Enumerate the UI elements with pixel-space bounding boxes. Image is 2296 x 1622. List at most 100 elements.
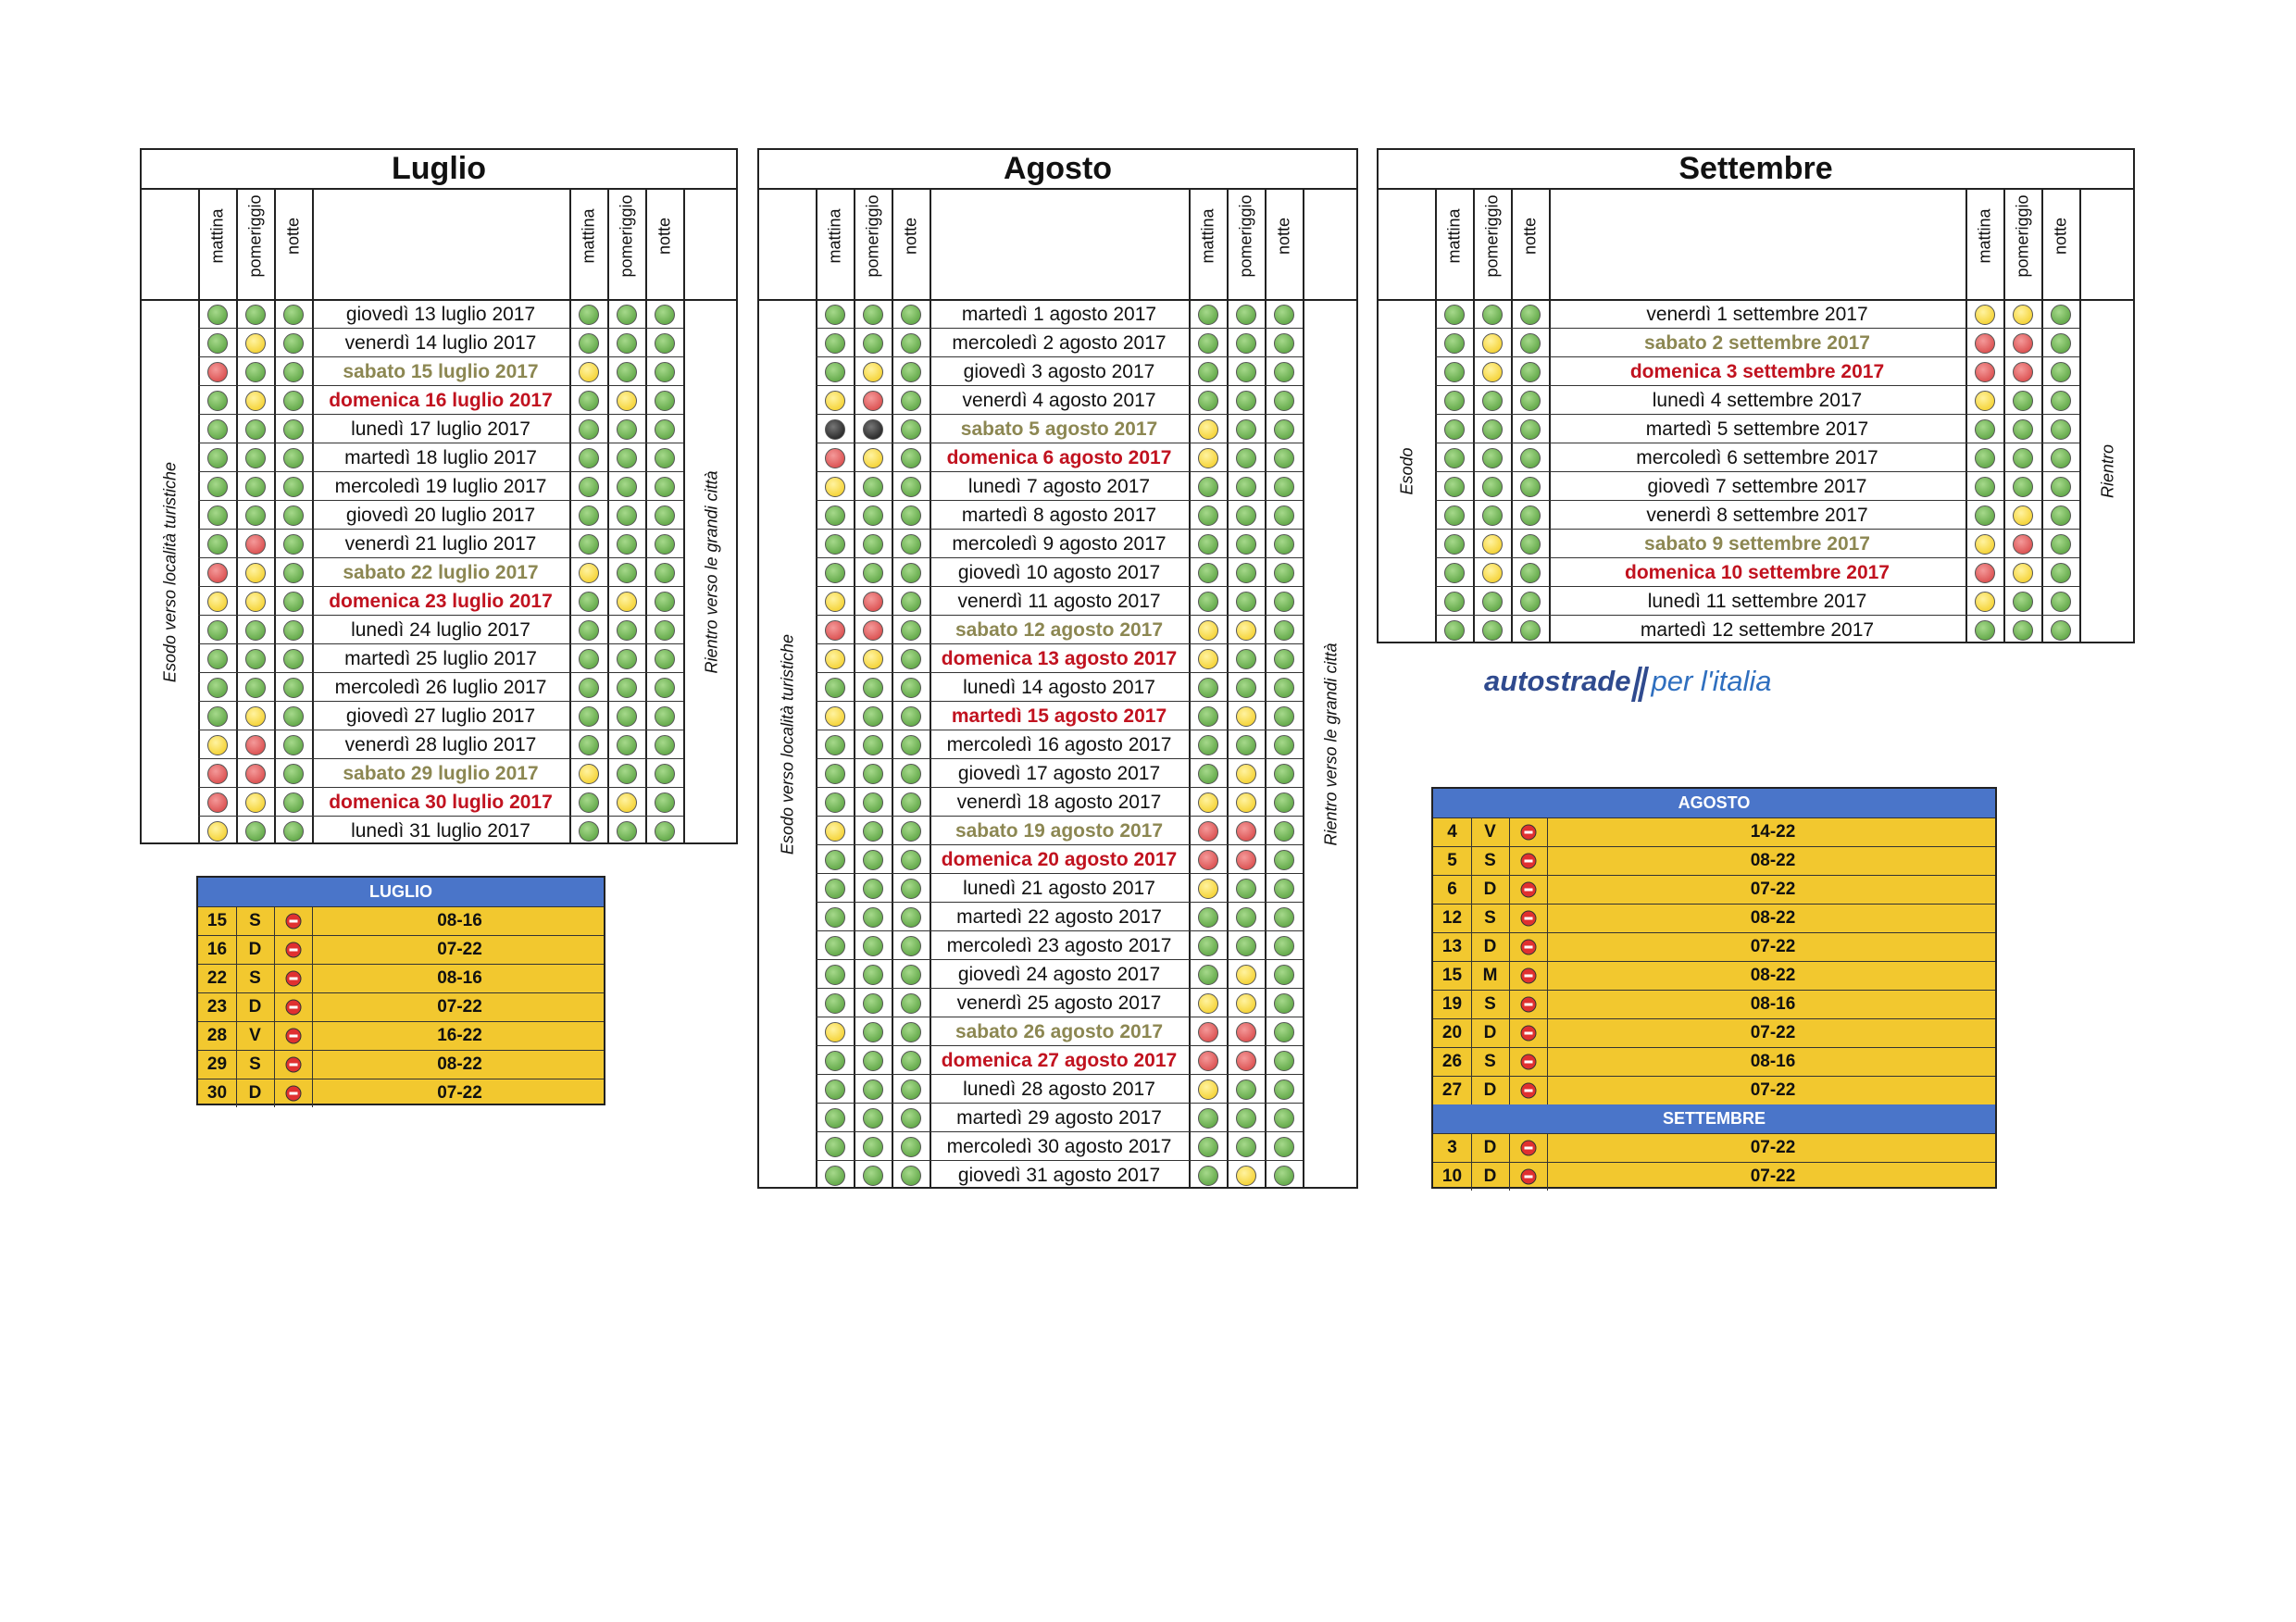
date-label: sabato 5 agosto 2017 bbox=[960, 418, 1158, 440]
no-entry-icon bbox=[1520, 824, 1536, 840]
date-label: mercoledì 19 luglio 2017 bbox=[334, 476, 547, 497]
traffic-dot-esodo-pomeriggio bbox=[862, 734, 883, 755]
no-entry-icon bbox=[285, 999, 301, 1015]
row-divider bbox=[816, 758, 1303, 759]
header-divider bbox=[142, 299, 736, 301]
row-divider bbox=[198, 414, 683, 415]
traffic-dot-esodo-notte bbox=[900, 361, 921, 382]
traffic-dot-esodo-pomeriggio bbox=[862, 361, 883, 382]
ban-weekday: D bbox=[1483, 1138, 1497, 1157]
traffic-dot-rientro-notte bbox=[1273, 677, 1294, 698]
traffic-dot-esodo-pomeriggio bbox=[862, 591, 883, 612]
traffic-dot-rientro-mattina bbox=[578, 705, 599, 727]
traffic-dot-esodo-mattina bbox=[1443, 533, 1465, 555]
ban-col-divider bbox=[1471, 817, 1472, 846]
traffic-dot-rientro-notte bbox=[654, 562, 675, 583]
traffic-dot-rientro-notte bbox=[1273, 505, 1294, 526]
ban-col-divider bbox=[1547, 932, 1548, 961]
row-divider bbox=[816, 471, 1303, 472]
no-entry-icon bbox=[285, 1085, 301, 1101]
traffic-dot-esodo-mattina bbox=[824, 1136, 845, 1157]
traffic-dot-rientro-notte bbox=[654, 332, 675, 354]
date-label: giovedì 3 agosto 2017 bbox=[963, 361, 1155, 382]
traffic-dot-esodo-notte bbox=[900, 1079, 921, 1100]
traffic-dot-esodo-mattina bbox=[206, 734, 228, 755]
traffic-dot-esodo-mattina bbox=[1443, 361, 1465, 382]
traffic-dot-rientro-notte bbox=[1273, 705, 1294, 727]
traffic-dot-rientro-mattina bbox=[1197, 447, 1218, 468]
traffic-dot-rientro-mattina bbox=[1197, 1021, 1218, 1042]
traffic-dot-rientro-pomeriggio bbox=[1235, 1079, 1256, 1100]
ban-col-divider bbox=[1509, 846, 1510, 875]
date-label: venerdì 14 luglio 2017 bbox=[344, 332, 537, 354]
traffic-dot-rientro-pomeriggio bbox=[616, 533, 637, 555]
traffic-dot-rientro-mattina bbox=[1197, 648, 1218, 669]
traffic-dot-esodo-notte bbox=[900, 935, 921, 956]
traffic-dot-rientro-notte bbox=[2050, 418, 2071, 440]
ban-col-divider bbox=[1547, 904, 1548, 932]
header-mattina-rientro: mattina bbox=[1975, 208, 1993, 264]
date-label: venerdì 18 agosto 2017 bbox=[956, 792, 1162, 813]
traffic-dot-rientro-notte bbox=[654, 505, 675, 526]
traffic-dot-rientro-mattina bbox=[578, 820, 599, 842]
traffic-dot-esodo-pomeriggio bbox=[862, 820, 883, 842]
traffic-dot-rientro-pomeriggio bbox=[1235, 734, 1256, 755]
traffic-dot-esodo-mattina bbox=[1443, 619, 1465, 641]
traffic-dot-rientro-pomeriggio bbox=[1235, 677, 1256, 698]
traffic-dot-rientro-pomeriggio bbox=[616, 304, 637, 325]
date-label: lunedì 21 agosto 2017 bbox=[963, 878, 1155, 899]
traffic-dot-esodo-pomeriggio bbox=[244, 792, 266, 813]
ban-section-header: SETTEMBRE bbox=[1433, 1104, 1995, 1133]
traffic-dot-esodo-notte bbox=[282, 533, 304, 555]
traffic-dot-rientro-notte bbox=[1273, 820, 1294, 842]
ban-hours: 07-22 bbox=[1750, 880, 1796, 899]
ban-weekday: D bbox=[1483, 1080, 1497, 1100]
ban-row-divider bbox=[198, 906, 604, 907]
traffic-dot-rientro-notte bbox=[1273, 734, 1294, 755]
traffic-dot-rientro-pomeriggio bbox=[1235, 992, 1256, 1014]
traffic-dot-rientro-notte bbox=[2050, 361, 2071, 382]
column-divider bbox=[816, 188, 817, 1189]
traffic-dot-esodo-pomeriggio bbox=[862, 935, 883, 956]
traffic-dot-rientro-mattina bbox=[1974, 304, 1995, 325]
row-divider bbox=[816, 356, 1303, 357]
ban-col-divider bbox=[1509, 1076, 1510, 1104]
traffic-dot-rientro-mattina bbox=[1197, 935, 1218, 956]
traffic-dot-rientro-pomeriggio bbox=[2012, 332, 2033, 354]
ban-col-divider bbox=[1471, 1047, 1472, 1076]
traffic-dot-rientro-notte bbox=[1273, 390, 1294, 411]
ban-row-divider bbox=[1433, 1047, 1995, 1048]
traffic-dot-esodo-mattina bbox=[824, 705, 845, 727]
traffic-dot-rientro-pomeriggio bbox=[1235, 505, 1256, 526]
ban-weekday: V bbox=[249, 1026, 261, 1045]
traffic-dot-esodo-notte bbox=[900, 1050, 921, 1071]
ban-col-divider bbox=[274, 935, 275, 964]
header-notte-esodo: notte bbox=[901, 217, 919, 256]
traffic-dot-esodo-notte bbox=[1519, 591, 1541, 612]
ban-col-divider bbox=[312, 1021, 313, 1050]
traffic-dot-rientro-notte bbox=[1273, 906, 1294, 928]
traffic-dot-esodo-pomeriggio bbox=[862, 476, 883, 497]
row-divider bbox=[816, 873, 1303, 874]
ban-hours: 07-22 bbox=[437, 940, 482, 959]
ban-row-divider bbox=[1433, 1133, 1995, 1134]
ban-col-divider bbox=[236, 906, 237, 935]
traffic-dot-rientro-notte bbox=[2050, 447, 2071, 468]
traffic-dot-rientro-mattina bbox=[1197, 792, 1218, 813]
traffic-dot-esodo-pomeriggio bbox=[244, 734, 266, 755]
ban-day: 27 bbox=[1441, 1080, 1463, 1100]
traffic-dot-esodo-mattina bbox=[824, 677, 845, 698]
traffic-dot-esodo-mattina bbox=[824, 878, 845, 899]
header-notte-rientro: notte bbox=[2051, 217, 2069, 256]
ban-day: 19 bbox=[1441, 994, 1463, 1014]
traffic-dot-rientro-pomeriggio bbox=[1235, 849, 1256, 870]
traffic-dot-esodo-mattina bbox=[206, 304, 228, 325]
traffic-dot-rientro-notte bbox=[1273, 304, 1294, 325]
ban-hours: 08-16 bbox=[1750, 1052, 1796, 1071]
traffic-dot-rientro-pomeriggio bbox=[616, 734, 637, 755]
logo-brand: autostrade bbox=[1484, 665, 1631, 697]
traffic-dot-esodo-pomeriggio bbox=[862, 648, 883, 669]
traffic-dot-rientro-notte bbox=[654, 533, 675, 555]
ban-col-divider bbox=[274, 964, 275, 992]
traffic-dot-rientro-pomeriggio bbox=[616, 591, 637, 612]
